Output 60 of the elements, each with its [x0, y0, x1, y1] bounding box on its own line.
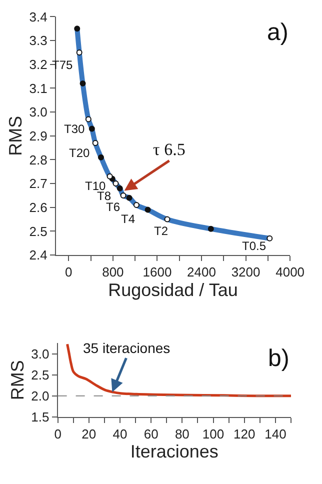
- y-axis-title: RMS: [7, 360, 28, 400]
- x-tick-label: 100: [202, 426, 224, 442]
- x-tick-label: 2400: [187, 264, 216, 280]
- y-tick-label: 3.4: [29, 9, 48, 24]
- y-tick-label: 2.0: [31, 388, 50, 404]
- x-axis-title: Iteraciones: [130, 442, 218, 462]
- annotation: T0.5: [242, 239, 266, 253]
- x-tick-label: 3200: [231, 264, 260, 280]
- annotation: b): [268, 345, 290, 372]
- annotation: τ 6.5: [153, 140, 186, 159]
- annotation: T2: [154, 224, 168, 238]
- y-tick-label: 2.6: [29, 200, 48, 215]
- y-tick-label: 3.3: [29, 33, 48, 48]
- point: [208, 226, 214, 232]
- annotation: T20: [69, 146, 90, 160]
- x-axis-title: Rugosidad / Tau: [108, 280, 238, 300]
- point: [76, 49, 82, 56]
- x-tick-label: 60: [144, 426, 158, 442]
- point: [92, 140, 98, 146]
- x-tick-label: 140: [264, 426, 286, 442]
- point: [116, 185, 123, 192]
- x-tick-label: 4000: [276, 264, 305, 280]
- y-tick-label: 2.5: [31, 367, 50, 382]
- y-tick-label: 3.2: [29, 56, 48, 72]
- x-tick-label: 120: [234, 426, 256, 442]
- point: [88, 126, 95, 132]
- annotation: T30: [64, 122, 86, 136]
- point: [120, 192, 126, 198]
- annotation: T6: [106, 200, 120, 214]
- y-tick-label: 2.4: [29, 248, 48, 263]
- point: [74, 26, 80, 32]
- x-tick-label: 1600: [142, 264, 172, 280]
- point: [85, 116, 92, 122]
- y-tick-label: 2.9: [29, 128, 48, 144]
- y-axis-title: RMS: [5, 116, 26, 156]
- x-tick-label: 0: [65, 264, 72, 280]
- y-tick-label: 1.5: [31, 409, 50, 424]
- y-tick-label: 3.0: [31, 346, 50, 362]
- point: [106, 173, 113, 180]
- point: [112, 180, 119, 187]
- x-tick-label: 80: [174, 426, 190, 442]
- x-tick-label: 40: [112, 426, 128, 442]
- point: [164, 216, 170, 222]
- x-tick-label: 20: [82, 426, 96, 442]
- annotation: a): [267, 19, 288, 46]
- annotation: T4: [121, 212, 136, 226]
- point: [126, 194, 132, 201]
- y-tick-label: 2.8: [29, 152, 48, 168]
- annotation: 35 iteraciones: [83, 340, 170, 356]
- point: [144, 206, 151, 213]
- x-tick-label: 800: [102, 264, 124, 280]
- y-tick-label: 2.7: [29, 176, 48, 192]
- point: [98, 154, 104, 160]
- y-tick-label: 3.0: [29, 104, 48, 120]
- point: [80, 80, 86, 86]
- y-tick-label: 3.1: [29, 80, 48, 96]
- point: [133, 202, 140, 208]
- point: [266, 235, 273, 242]
- x-tick-label: 0: [54, 426, 62, 442]
- y-tick-label: 2.5: [29, 224, 48, 239]
